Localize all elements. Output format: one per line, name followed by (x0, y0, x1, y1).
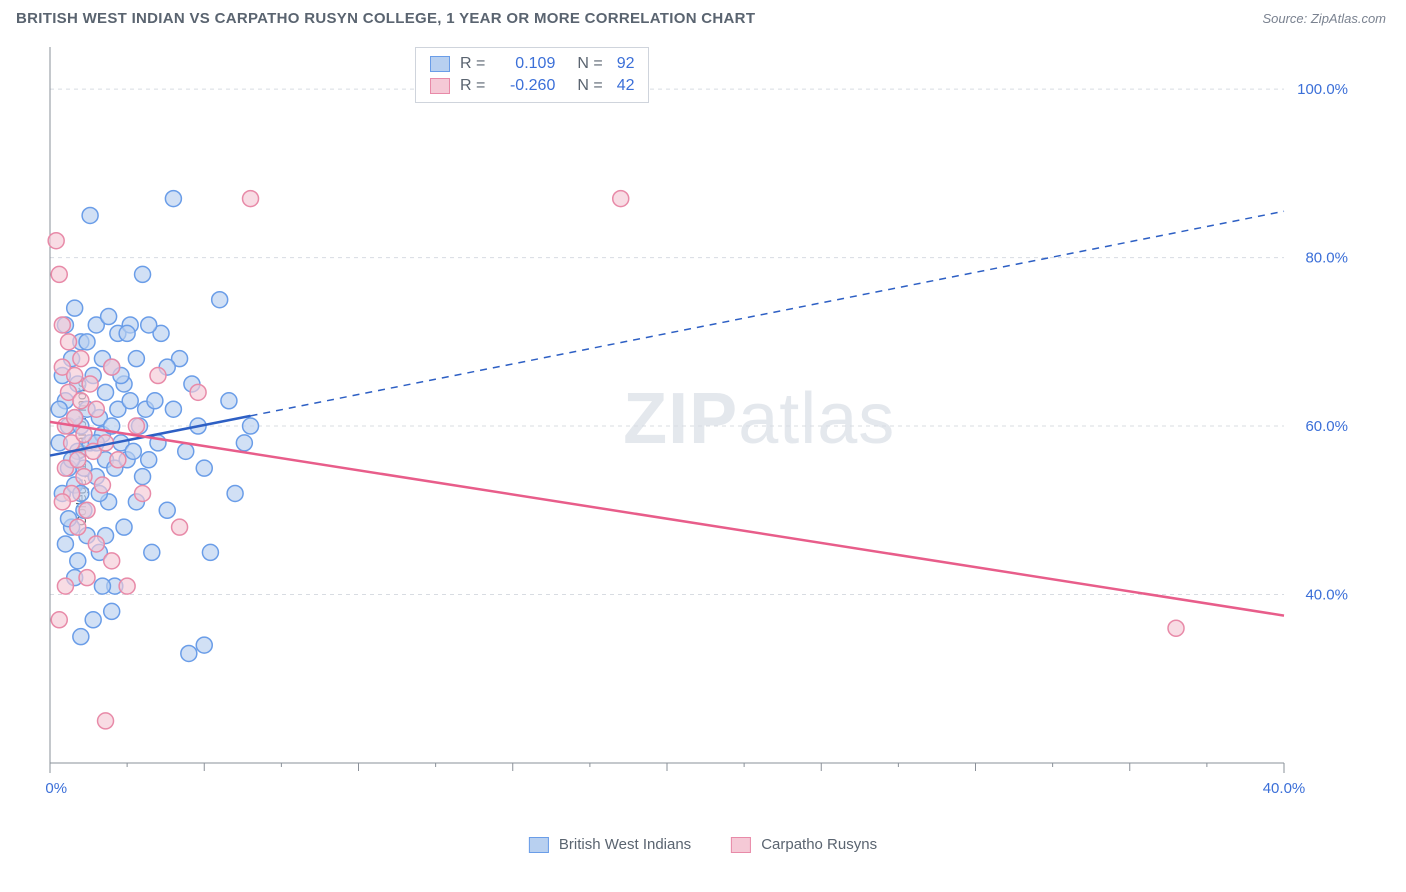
svg-text:60.0%: 60.0% (1305, 418, 1348, 435)
chart-area: College, 1 year or more ZIPatlas 40.0%60… (0, 33, 1406, 873)
svg-text:40.0%: 40.0% (1263, 780, 1306, 797)
chart-title: BRITISH WEST INDIAN VS CARPATHO RUSYN CO… (16, 10, 755, 27)
series-legend: British West Indians Carpatho Rusyns (529, 836, 877, 853)
svg-text:100.0%: 100.0% (1297, 81, 1348, 98)
source-attribution: Source: ZipAtlas.com (1262, 11, 1386, 26)
svg-text:40.0%: 40.0% (1305, 587, 1348, 604)
series-label-cr: Carpatho Rusyns (761, 836, 877, 853)
legend-swatch-cr (430, 78, 450, 94)
series-label-bwi: British West Indians (559, 836, 691, 853)
bottom-swatch-bwi (529, 837, 549, 853)
correlation-legend: R = 0.109 N = 92 R = -0.260 N = 42 (415, 47, 649, 103)
legend-swatch-bwi (430, 56, 450, 72)
svg-text:0.0%: 0.0% (46, 780, 67, 797)
scatter-plot: 40.0% 60.0% 80.0% 100.0% 0.0% 40.0% (46, 43, 1356, 813)
svg-text:80.0%: 80.0% (1305, 250, 1348, 267)
bottom-swatch-cr (731, 837, 751, 853)
